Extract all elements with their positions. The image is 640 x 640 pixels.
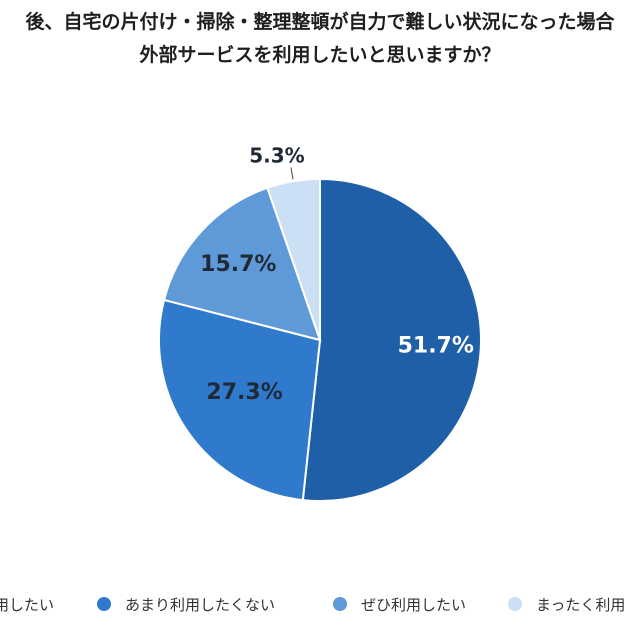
pie-slice-1: [301, 177, 482, 502]
slice-label-2: 27.3%: [206, 380, 282, 405]
legend-item-3: ぜひ利用したい: [333, 592, 466, 616]
legend-label-3: ぜひ利用したい: [361, 595, 467, 614]
chart-title-line-2: 外部サービスを利用したいと思いますか？: [139, 44, 501, 66]
legend-item-1: 用したい: [0, 592, 54, 616]
legend-item-4: まったく利用: [508, 592, 625, 616]
pie-slice-4: [266, 177, 321, 341]
legend-swatch-3: [333, 597, 347, 611]
legend-label-1: 用したい: [0, 595, 55, 614]
pie-slice-3: [162, 186, 322, 342]
legend-swatch-2: [97, 597, 111, 611]
chart-title-line-1: 後、自宅の片付け・掃除・整理整頓が自力で難しい状況になった場合: [25, 11, 615, 33]
legend-swatch-4: [508, 597, 522, 611]
legend-item-2: あまり利用したくない: [97, 592, 275, 616]
slice-label-1: 51.7%: [398, 334, 474, 359]
slice-label-3: 15.7%: [200, 252, 276, 277]
pie-slice-2: [158, 298, 322, 502]
chart-legend: 用したい あまり利用したくない ぜひ利用したい まったく利用: [0, 592, 640, 616]
legend-label-4: まったく利用: [536, 595, 626, 614]
slice-leader-line-4: [290, 167, 294, 180]
legend-label-2: あまり利用したくない: [125, 595, 276, 614]
slice-label-4: 5.3%: [249, 143, 304, 167]
